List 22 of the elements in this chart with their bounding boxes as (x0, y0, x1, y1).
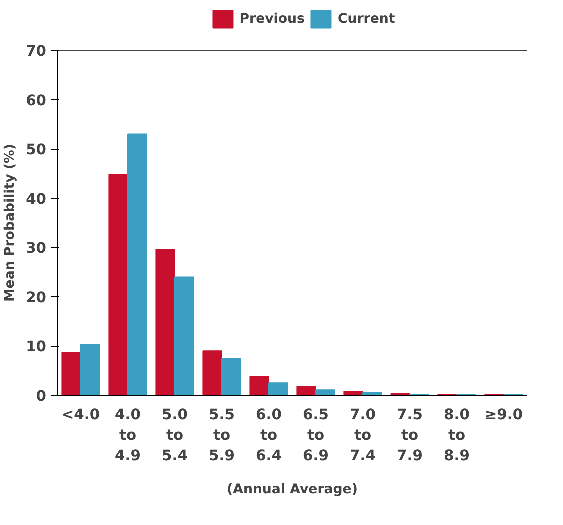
y-tick-label: 70 (26, 43, 47, 60)
y-tick-label: 50 (26, 142, 47, 159)
y-tick-label: 30 (26, 240, 47, 258)
y-axis-title: Mean Probability (%) (3, 144, 18, 302)
x-tick-label: 7.5 to 7.9 (397, 406, 423, 464)
x-tick-label: 6.0 to 6.4 (256, 406, 282, 464)
legend-label: Current (338, 12, 396, 26)
x-tick-label: 5.5 to 5.9 (209, 406, 235, 464)
y-tick-label: 0 (36, 388, 47, 405)
y-tick-label: 10 (26, 338, 47, 356)
x-tick-label: ≥9.0 (484, 406, 524, 424)
x-tick-label: <4.0 (62, 406, 100, 424)
x-axis-title: (Annual Average) (227, 482, 358, 498)
x-tick-label: 6.5 to 6.9 (303, 406, 329, 464)
x-tick-label: 5.0 to 5.4 (162, 406, 188, 464)
x-tick-label: 7.0 to 7.4 (350, 406, 376, 464)
y-tick-label: 40 (26, 190, 47, 208)
legend-label: Previous (240, 12, 305, 26)
x-tick-label: 8.0 to 8.9 (444, 406, 470, 464)
y-tick-label: 20 (26, 289, 47, 306)
y-tick-label: 60 (26, 92, 47, 110)
x-tick-label: 4.0 to 4.9 (115, 406, 141, 464)
